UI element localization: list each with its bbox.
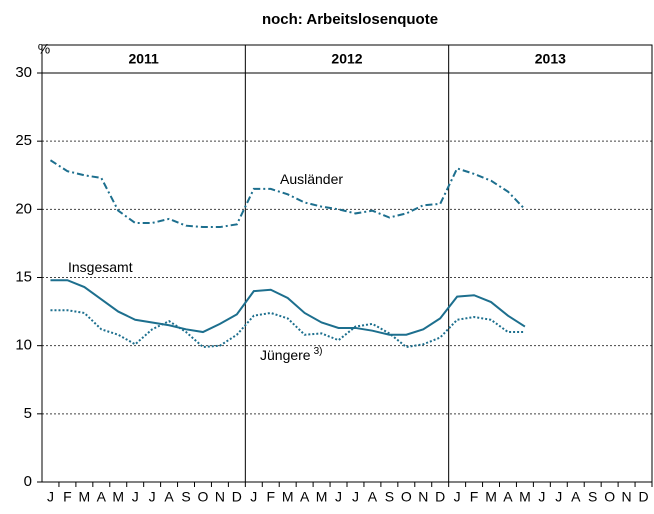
x-tick-label: D [232, 489, 242, 505]
x-tick-label: N [622, 489, 632, 505]
x-tick-label: D [638, 489, 648, 505]
y-tick-label: 25 [15, 132, 32, 149]
x-tick-label: J [555, 489, 562, 505]
y-tick-label: 10 [15, 337, 32, 354]
series-label: Jüngere 3) [260, 346, 323, 363]
x-tick-label: M [112, 489, 124, 505]
series-footnote: 3) [314, 346, 323, 357]
x-tick-label: J [352, 489, 359, 505]
plot-frame [41, 44, 653, 483]
x-tick-label: F [63, 489, 72, 505]
x-tick-label: A [164, 489, 174, 505]
x-tick-label: J [47, 489, 54, 505]
x-tick-label: J [335, 489, 342, 505]
x-tick-label: J [454, 489, 461, 505]
line-series [50, 279, 526, 336]
series-name: Jüngere [260, 347, 311, 363]
x-tick-label: M [79, 489, 91, 505]
x-tick-label: J [132, 489, 139, 505]
x-tick-label: A [368, 489, 378, 505]
x-tick-label: F [266, 489, 275, 505]
x-tick-label: M [519, 489, 531, 505]
year-label: 2012 [331, 51, 362, 67]
x-tick-label: O [401, 489, 412, 505]
x-tick-label: F [470, 489, 479, 505]
series-name: Ausländer [280, 171, 343, 187]
y-tick-label: 30 [15, 64, 32, 81]
y-axis-label: % [38, 41, 50, 57]
x-tick-label: S [588, 489, 597, 505]
x-tick-label: J [250, 489, 257, 505]
y-tick-label: 20 [15, 200, 32, 217]
x-tick-label: O [604, 489, 615, 505]
x-tick-label: N [215, 489, 225, 505]
x-tick-label: M [485, 489, 497, 505]
x-tick-label: S [385, 489, 394, 505]
x-tick-label: S [181, 489, 190, 505]
y-tick-label: 0 [24, 473, 32, 490]
x-tick-label: M [316, 489, 328, 505]
x-tick-label: D [435, 489, 445, 505]
x-tick-label: A [503, 489, 513, 505]
y-tick-label: 5 [24, 405, 32, 422]
x-tick-label: A [571, 489, 581, 505]
line-series [49, 159, 526, 229]
year-label: 2013 [535, 51, 566, 67]
x-tick-label: M [282, 489, 294, 505]
x-tick-label: A [97, 489, 107, 505]
series-label: Ausländer [280, 171, 343, 187]
series-name: Insgesamt [68, 259, 133, 275]
x-tick-label: J [538, 489, 545, 505]
line-series [50, 309, 525, 349]
x-tick-label: N [418, 489, 428, 505]
series-label: Insgesamt [68, 259, 133, 275]
y-tick-label: 15 [15, 268, 32, 285]
chart-title: noch: Arbeitslosenquote [262, 11, 438, 28]
year-label: 2011 [128, 51, 159, 67]
x-tick-label: J [149, 489, 156, 505]
x-tick-label: A [300, 489, 310, 505]
x-tick-label: O [198, 489, 209, 505]
